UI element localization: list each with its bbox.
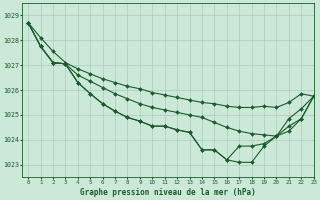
X-axis label: Graphe pression niveau de la mer (hPa): Graphe pression niveau de la mer (hPa) [80, 188, 256, 197]
